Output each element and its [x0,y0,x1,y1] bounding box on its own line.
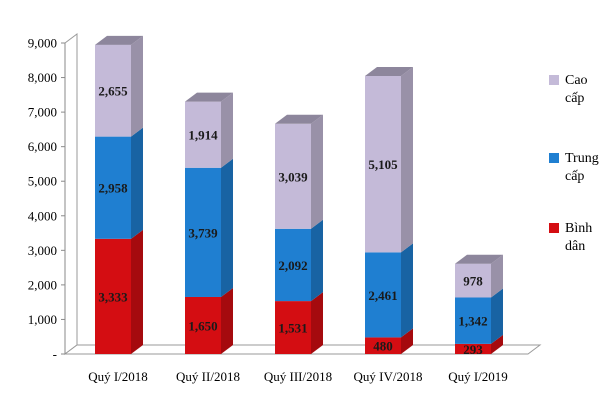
bar-front [365,337,401,354]
bar-side [401,66,413,253]
x-category-label: Quý I/2019 [448,369,508,384]
x-category-label: Quý II/2018 [176,369,240,384]
legend-label: cấp [565,169,584,184]
bar-front [95,238,131,354]
legend-swatch [549,75,559,85]
legend-item: Bình dân [549,221,592,254]
bar-segment [275,219,323,302]
data-label: 3,333 [98,289,128,304]
bar-side [311,114,323,229]
bar-side [491,254,503,298]
data-label: 3,739 [188,225,218,240]
x-category-label: Quý IV/2018 [354,369,423,384]
legend-swatch [549,153,559,163]
data-label: 293 [463,342,483,357]
bar-segment [185,287,233,354]
bar-front [185,296,221,354]
bar-top [455,254,503,264]
bar-top [185,92,233,102]
legend-label: Bình [565,221,592,236]
bar-segment [185,92,233,168]
bar-front [365,75,401,253]
y-axis: - 1,000 2,000 3,000 4,000 5,000 6,000 7,000 8,00… [28,36,66,362]
legend-label: Cao [565,73,588,88]
data-label: 2,958 [98,181,128,196]
y-tick-label: 8,000 [28,70,57,85]
data-label: 2,461 [368,288,397,303]
bar-top [95,35,143,45]
y-tick-label: - [53,347,57,362]
side-wall [64,33,78,355]
bar-front [185,167,221,297]
bar-segment [275,114,323,229]
legend-swatch [549,223,559,233]
bar-front [275,123,311,229]
bar-segment [365,328,413,354]
bar-top [275,114,323,124]
legend: Cao cấp Trung cấp Bình dân [549,73,599,254]
bar-segment [275,292,323,354]
y-tick-label: 9,000 [28,36,57,51]
bar-segment [455,334,503,354]
bar-side [131,35,143,137]
bar-segment [95,127,143,239]
bar-side [131,229,143,354]
bar-segment [95,35,143,137]
data-label: 1,914 [188,128,218,143]
legend-label: cấp [565,91,584,106]
bar-side [221,92,233,168]
bar-side [401,243,413,338]
bar-front [95,136,131,239]
data-label: 5,105 [368,157,398,172]
y-tick-label: 6,000 [28,139,57,154]
bar-segment [455,288,503,344]
legend-item: Cao cấp [549,73,588,106]
data-label: 2,655 [98,84,128,99]
bar-front [185,101,221,168]
bar-side [491,334,503,354]
bar-segment [365,243,413,338]
legend-label: Trung [565,151,599,166]
data-label: 1,531 [278,321,307,336]
bars: 3,333 2,958 2,655 1,650 3,739 1,914 1,531 2,092… [95,35,503,357]
x-axis: Quý I/2018 Quý II/2018 Quý III/2018 Quý IV/… [88,369,508,384]
data-label: 480 [373,339,393,354]
bar-segment [455,254,503,298]
x-category-label: Quý III/2018 [264,369,332,384]
bar-side [221,158,233,297]
bar-front [455,297,491,344]
y-tick-label: 2,000 [28,277,57,292]
y-tick-label: 1,000 [28,312,57,327]
data-label: 3,039 [278,169,308,184]
data-label: 2,092 [278,258,307,273]
bar-front [455,263,491,298]
x-category-label: Quý I/2018 [88,369,148,384]
bar-front [95,44,131,137]
bar-side [491,288,503,344]
bar-side [401,328,413,354]
bar-segment [95,229,143,354]
y-tick-label: 4,000 [28,208,57,223]
y-tick-label: 3,000 [28,243,57,258]
bar-front [275,228,311,302]
bar-segment [185,158,233,297]
legend-label: dân [565,239,585,254]
y-tick-label: 7,000 [28,105,57,120]
bar-side [311,219,323,302]
legend-item: Trung cấp [549,151,599,184]
bar-front [455,343,491,354]
bar-side [221,287,233,354]
data-label: 1,342 [458,314,487,329]
bar-top [365,66,413,76]
bar-segment [365,66,413,253]
data-label: 978 [463,274,483,289]
bar-front [365,252,401,338]
bar-side [131,127,143,239]
data-label: 1,650 [188,318,217,333]
y-tick-label: 5,000 [28,174,57,189]
bar-front [275,301,311,354]
bar-side [311,292,323,354]
